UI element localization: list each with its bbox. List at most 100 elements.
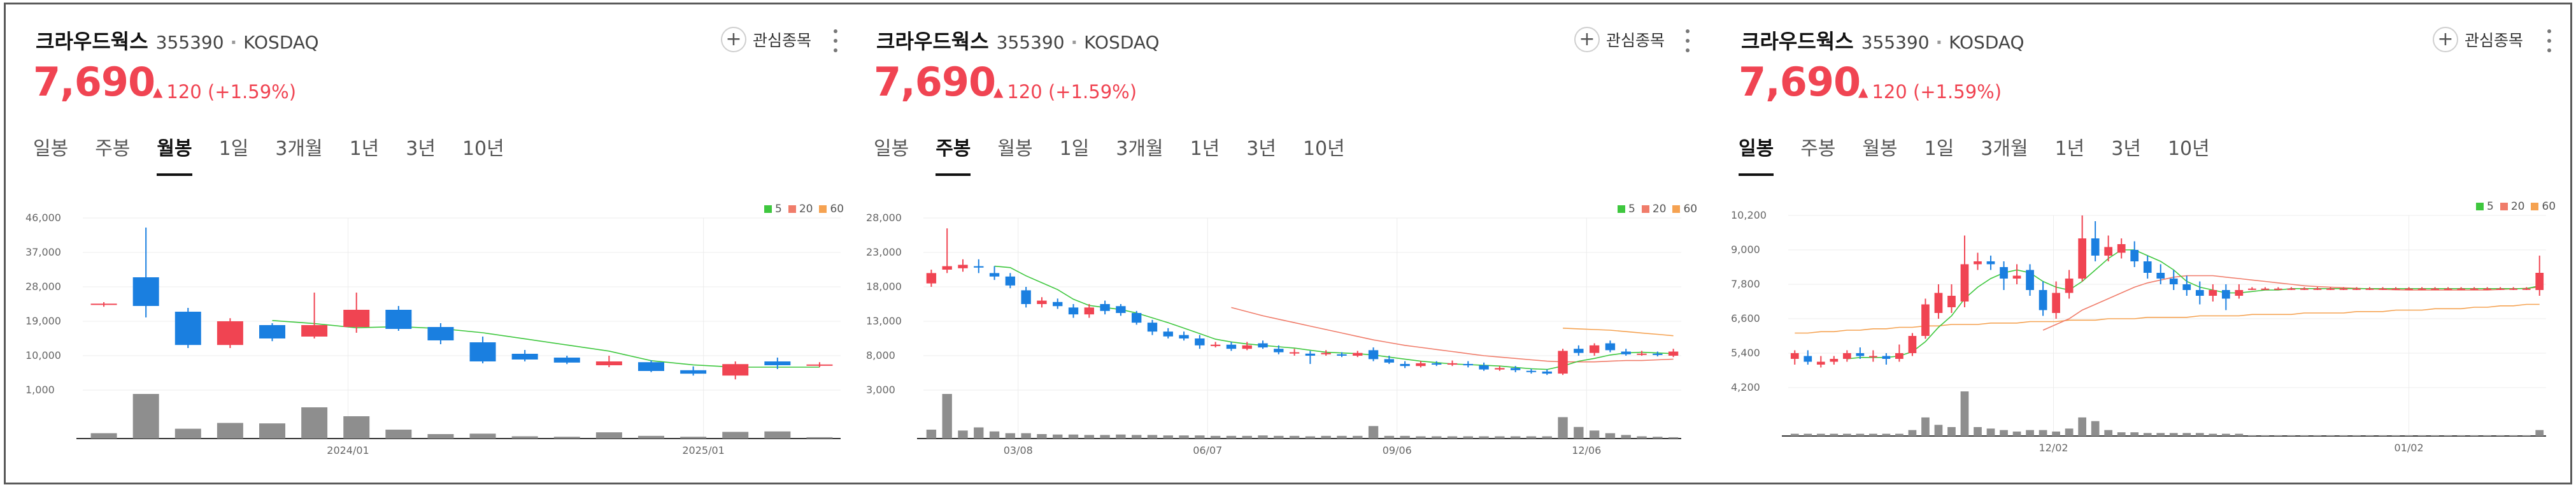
volume-bar [2339, 435, 2348, 436]
legend-label: 20 [799, 203, 813, 215]
volume-bar [680, 437, 707, 439]
candlestick-chart[interactable]: 10,200 9,000 7,800 6,600 5,400 4,200 12/02 01/0… [1725, 201, 2565, 469]
candle [2509, 287, 2518, 290]
candle [1869, 350, 1877, 362]
candlestick-chart[interactable]: 46,000 37,000 28,000 19,000 10,000 1,000 2024/… [19, 204, 860, 472]
y-tick-label: 46,000 [25, 212, 61, 224]
tab-period[interactable]: 월봉 [997, 138, 1033, 160]
candle [2078, 215, 2086, 282]
volume-bar [2039, 430, 2047, 436]
tab-period[interactable]: 주봉 [936, 133, 971, 176]
volume-bar [2496, 435, 2505, 436]
legend-swatch [2476, 203, 2484, 210]
candle [1856, 347, 1865, 359]
volume-bar [2470, 435, 2479, 436]
volume-bar [1321, 435, 1331, 439]
tab-period[interactable]: 월봉 [1862, 138, 1898, 160]
candle-body [1116, 306, 1126, 314]
tab-period[interactable]: 1일 [1924, 138, 1954, 160]
market-label: KOSDAQ [1084, 32, 1160, 53]
candle [90, 302, 117, 307]
tab-period[interactable]: 1년 [349, 138, 380, 160]
candle [301, 293, 328, 338]
volume-bar [2509, 435, 2518, 436]
more-options-icon[interactable] [2543, 29, 2556, 52]
volume-bar [1447, 436, 1458, 439]
volume-bar [1100, 435, 1110, 439]
tab-period[interactable]: 주봉 [1800, 138, 1836, 160]
candle-body [1830, 359, 1839, 362]
volume-bar [2444, 435, 2452, 436]
tab-period[interactable]: 1년 [2054, 138, 2085, 160]
volume-bar [2078, 417, 2086, 436]
candle-body [1242, 345, 1252, 349]
candle-body [1637, 353, 1647, 355]
candle [1495, 366, 1505, 371]
candle-body [2483, 288, 2492, 290]
legend-swatch [2531, 203, 2539, 210]
candle [1526, 368, 1537, 374]
tab-period[interactable]: 10년 [462, 138, 504, 160]
tab-period[interactable]: 10년 [2167, 138, 2210, 160]
tab-period[interactable]: 1일 [1059, 138, 1090, 160]
tab-period[interactable]: 1일 [218, 138, 249, 160]
add-favorite-button[interactable]: + 관심종목 [1574, 27, 1665, 52]
candle [2000, 261, 2008, 290]
candle-body [1895, 353, 1904, 359]
y-tick-label: 8,000 [866, 349, 895, 361]
ma20-line [1231, 307, 1674, 363]
period-tabs: 일봉 주봉 월봉 1일 3개월 1년 3년 10년 [874, 133, 1372, 176]
tab-period[interactable]: 3개월 [1981, 138, 2028, 160]
tab-period[interactable]: 3개월 [1116, 138, 1163, 160]
candle [2221, 284, 2230, 310]
volume-bar [1195, 435, 1205, 439]
x-tick-label: 12/02 [2039, 442, 2068, 454]
stock-name: 크라우드웍스 [36, 29, 148, 54]
tab-period[interactable]: 일봉 [1739, 133, 1774, 176]
volume-bar [2104, 430, 2113, 436]
current-price: 7,690 [874, 59, 996, 105]
candle-body [2012, 275, 2021, 279]
candle-body [1479, 365, 1489, 370]
candle [2444, 287, 2452, 290]
more-options-icon[interactable] [1681, 29, 1694, 52]
add-favorite-button[interactable]: + 관심종목 [721, 27, 811, 52]
volume-bar [926, 430, 937, 439]
candle-body [1400, 363, 1410, 367]
tab-period[interactable]: 주봉 [95, 138, 131, 160]
candle [1195, 335, 1205, 349]
more-options-icon[interactable] [829, 29, 842, 52]
y-tick-label: 37,000 [25, 246, 61, 258]
add-favorite-button[interactable]: + 관심종목 [2433, 27, 2523, 52]
candle [2235, 284, 2244, 299]
volume-bar [989, 431, 1000, 439]
volume-bar [2379, 435, 2387, 436]
candle [1921, 298, 1930, 339]
price-change: ▲ 120 (+1.59%) [1858, 81, 2002, 103]
tab-period[interactable]: 일봉 [874, 138, 909, 160]
volume-bar [1305, 436, 1316, 439]
tab-period[interactable]: 3년 [1246, 138, 1276, 160]
candle-body [974, 266, 984, 268]
price-change-value: 120 (+1.59%) [1872, 81, 2002, 103]
candle-body [2117, 244, 2126, 253]
candle-body [1053, 302, 1063, 307]
volume-bar [2091, 421, 2100, 436]
candle-body [2535, 273, 2544, 290]
candle-body [1195, 338, 1205, 345]
tab-period[interactable]: 3년 [2111, 138, 2141, 160]
volume-bar [1621, 435, 1631, 439]
tab-period[interactable]: 3개월 [275, 138, 323, 160]
tab-period[interactable]: 월봉 [157, 133, 192, 176]
candle [722, 361, 749, 380]
tab-period[interactable]: 1년 [1190, 138, 1220, 160]
candle [2182, 275, 2191, 296]
tab-period[interactable]: 일봉 [33, 138, 69, 160]
candle-body [926, 273, 937, 284]
tab-period[interactable]: 10년 [1302, 138, 1345, 160]
candlestick-chart[interactable]: 28,000 23,000 18,000 13,000 8,000 3,000 03/08 0… [860, 204, 1700, 472]
tab-period[interactable]: 3년 [406, 138, 436, 160]
volume-bar [1605, 433, 1616, 439]
candle [1479, 362, 1489, 371]
candle [2417, 287, 2426, 290]
